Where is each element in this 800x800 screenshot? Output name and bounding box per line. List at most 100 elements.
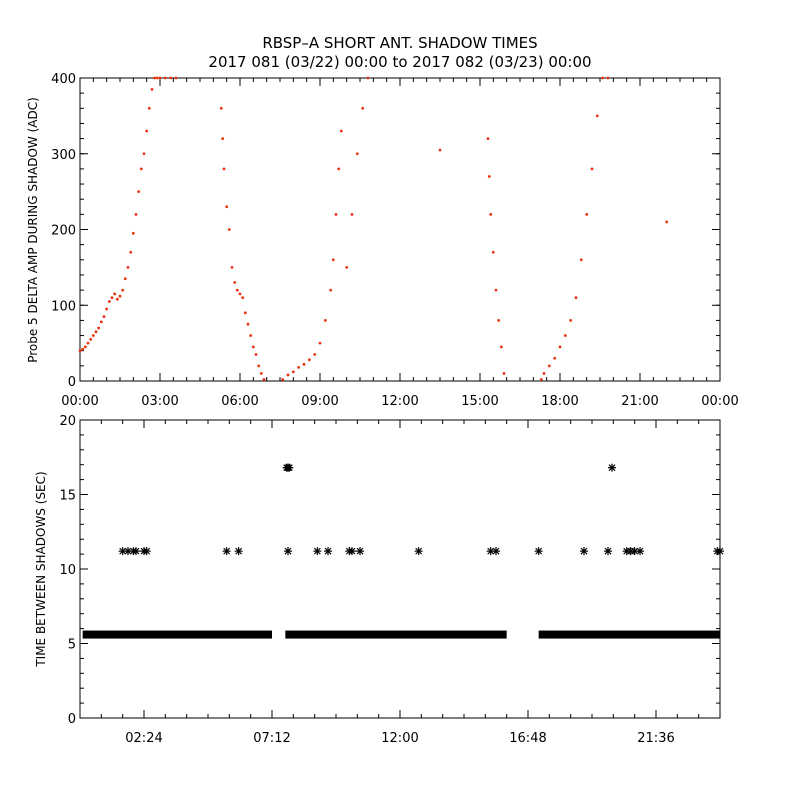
x-tick-label: 00:00	[701, 394, 738, 409]
data-point	[499, 345, 503, 349]
data-point	[158, 76, 162, 80]
data-point	[502, 372, 506, 375]
data-point	[99, 320, 103, 324]
amplitude-y-axis-label: Probe 5 DELTA AMP DURING SHADOW (ADC)	[26, 97, 40, 363]
x-tick-label: 21:00	[621, 394, 658, 409]
data-point	[608, 463, 616, 472]
data-point	[297, 365, 301, 369]
data-point	[606, 76, 610, 80]
interval-panel: TIME BETWEEN SHADOWS (SEC) 02:24 07:12 12:…	[34, 414, 724, 746]
data-point	[105, 307, 109, 311]
asterisk-stroke	[487, 547, 495, 555]
data-point	[486, 137, 490, 141]
data-point	[259, 372, 263, 375]
data-point	[126, 265, 130, 269]
data-point	[285, 463, 294, 472]
data-point	[334, 212, 338, 216]
data-point	[249, 334, 253, 337]
data-point	[134, 212, 138, 216]
data-point	[123, 277, 127, 281]
x-tick-label: 21:36	[637, 731, 674, 746]
asterisk-stroke	[415, 547, 423, 555]
data-point	[345, 265, 349, 269]
asterisk-stroke	[284, 547, 292, 555]
data-point	[361, 106, 365, 110]
data-point	[487, 175, 491, 178]
data-point	[137, 190, 141, 194]
data-point	[163, 76, 167, 80]
data-point	[132, 547, 140, 556]
data-point	[313, 547, 322, 556]
amplitude-panel: Probe 5 DELTA AMP DURING SHADOW (ADC) 00…	[26, 72, 739, 409]
asterisk-stroke	[324, 547, 332, 555]
data-point	[329, 288, 333, 292]
data-point	[225, 205, 229, 209]
data-point	[438, 148, 442, 152]
x-tick-label: 16:48	[509, 731, 546, 746]
data-point	[94, 330, 98, 334]
data-point	[281, 378, 285, 381]
data-point	[142, 152, 146, 156]
data-point	[169, 76, 173, 80]
asterisk-stroke	[235, 547, 243, 555]
asterisk-stroke	[124, 547, 132, 555]
data-point	[221, 137, 225, 141]
x-tick-label: 03:00	[141, 394, 178, 409]
data-point	[219, 106, 223, 110]
x-tick-label: 06:00	[221, 394, 258, 409]
data-point	[230, 265, 234, 269]
data-point	[563, 334, 567, 337]
data-point	[110, 296, 114, 300]
asterisk-stroke	[223, 547, 231, 555]
data-point	[118, 294, 122, 298]
asterisk-stroke	[313, 547, 321, 555]
data-point	[542, 372, 546, 375]
asterisk-stroke	[535, 547, 543, 555]
data-point	[324, 547, 332, 556]
data-point	[307, 358, 311, 362]
data-point	[356, 547, 364, 556]
x-tick-label: 02:24	[125, 731, 162, 746]
data-point	[665, 220, 669, 224]
data-point	[595, 114, 599, 118]
data-point	[262, 378, 266, 381]
asterisk-stroke	[716, 547, 724, 555]
chart-title: RBSP–A SHORT ANT. SHADOW TIMES	[262, 34, 537, 52]
data-point	[102, 315, 106, 319]
data-point	[78, 349, 82, 353]
x-tick-label: 12:00	[381, 731, 418, 746]
data-point	[604, 547, 612, 556]
asterisk-stroke	[631, 547, 639, 555]
y-tick-label: 300	[51, 148, 76, 163]
data-point	[107, 300, 111, 303]
data-point	[150, 87, 154, 91]
data-point	[129, 250, 133, 254]
data-point	[286, 373, 290, 377]
data-point	[716, 547, 724, 556]
asterisk-stroke	[348, 547, 356, 555]
asterisk-stroke	[356, 547, 364, 555]
data-point	[246, 322, 250, 326]
asterisk-stroke	[143, 547, 151, 555]
asterisk-stroke	[119, 547, 127, 555]
y-tick-label: 0	[68, 712, 76, 727]
data-point	[579, 258, 583, 262]
y-tick-label: 400	[51, 72, 76, 87]
y-tick-label: 100	[51, 299, 76, 314]
data-point	[558, 345, 562, 349]
data-point	[574, 296, 578, 300]
data-point	[489, 212, 493, 216]
asterisk-stroke	[492, 547, 500, 555]
baseline-band	[285, 630, 507, 639]
data-point	[155, 76, 159, 80]
data-point	[153, 76, 157, 80]
data-point	[238, 292, 242, 296]
y-tick-label: 200	[51, 224, 76, 239]
amplitude-plot-frame	[79, 77, 721, 382]
data-point	[590, 167, 594, 171]
data-point	[313, 353, 317, 356]
data-point	[318, 341, 322, 345]
data-point	[585, 212, 589, 216]
data-point	[251, 345, 255, 349]
asterisk-stroke	[580, 547, 588, 555]
